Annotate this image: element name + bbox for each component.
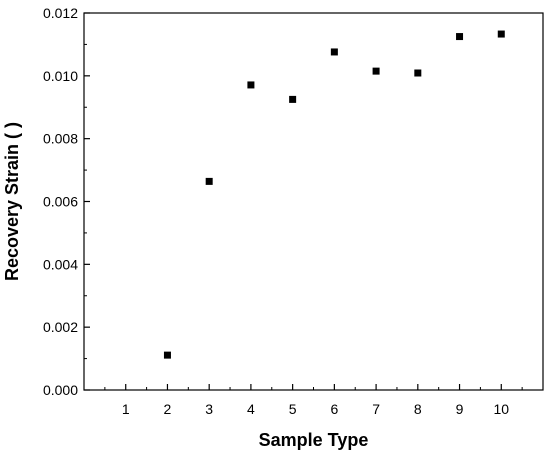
x-axis-label: Sample Type: [259, 430, 369, 450]
data-point: [163, 351, 171, 359]
x-tick-label: 6: [330, 401, 338, 417]
data-point: [247, 81, 255, 89]
y-tick-label: 0.008: [43, 131, 78, 147]
data-points: [163, 30, 505, 359]
x-tick-label: 8: [414, 401, 422, 417]
y-tick-label: 0.012: [43, 5, 78, 21]
x-tick-label: 5: [289, 401, 297, 417]
y-tick-label: 0.006: [43, 194, 78, 210]
y-tick-label: 0.004: [43, 256, 78, 272]
x-tick-label: 3: [205, 401, 213, 417]
x-tick-label: 2: [164, 401, 172, 417]
data-point: [372, 67, 380, 75]
data-point: [414, 69, 422, 77]
data-point: [330, 48, 338, 56]
data-point: [205, 177, 213, 185]
y-axis-ticks: 0.000 0.002 0.004 0.006 0.008 0.010 0.012: [43, 5, 90, 398]
x-tick-label: 7: [372, 401, 380, 417]
data-point: [497, 30, 505, 38]
y-tick-label: 0.000: [43, 382, 78, 398]
x-tick-label: 4: [247, 401, 255, 417]
plot-frame: [83, 12, 544, 391]
data-point: [456, 33, 464, 41]
x-tick-label: 1: [122, 401, 130, 417]
x-axis-ticks: 1 2 3 4 5 6 7 8 9 10: [104, 384, 523, 417]
y-axis-label: Recovery Strain ( ): [2, 122, 22, 281]
data-point: [289, 95, 297, 103]
x-tick-label: 9: [456, 401, 464, 417]
y-tick-label: 0.002: [43, 319, 78, 335]
x-tick-label: 10: [493, 401, 509, 417]
y-tick-label: 0.010: [43, 68, 78, 84]
